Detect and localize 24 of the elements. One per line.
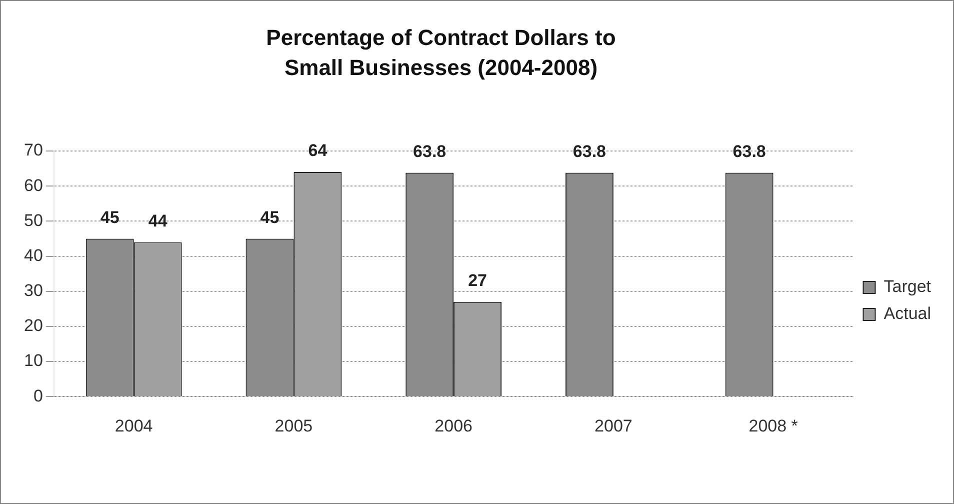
data-label: 63.8	[732, 142, 766, 161]
x-tick-label: 2004	[114, 416, 153, 436]
x-tick-label: 2007	[594, 416, 632, 436]
y-tick-label: 30	[24, 281, 43, 300]
data-label: 45	[260, 208, 280, 227]
y-tick-label: 20	[24, 316, 43, 336]
y-tick-label: 60	[24, 176, 43, 195]
x-tick-label: 2006	[434, 416, 472, 436]
data-label: 44	[148, 211, 168, 230]
y-tick-label: 10	[24, 351, 43, 370]
x-tick-label: 2008 *	[748, 416, 798, 436]
data-label: 63.8	[413, 142, 446, 161]
chart-title: Percentage of Contract Dollars to Small Businesses (2004-2008)	[265, 24, 617, 82]
data-label: 64	[308, 141, 328, 160]
data-label: 27	[468, 271, 488, 290]
legend-label: Target	[884, 277, 932, 296]
y-tick-label: 0	[33, 386, 43, 406]
y-tick-label: 40	[24, 246, 43, 265]
data-label: 45	[100, 208, 120, 227]
data-label: 63.8	[572, 142, 606, 161]
y-tick-label: 50	[24, 210, 43, 230]
x-tick-label: 2005	[274, 416, 313, 436]
legend-label: Actual	[884, 304, 931, 324]
y-tick-label: 70	[24, 140, 43, 160]
